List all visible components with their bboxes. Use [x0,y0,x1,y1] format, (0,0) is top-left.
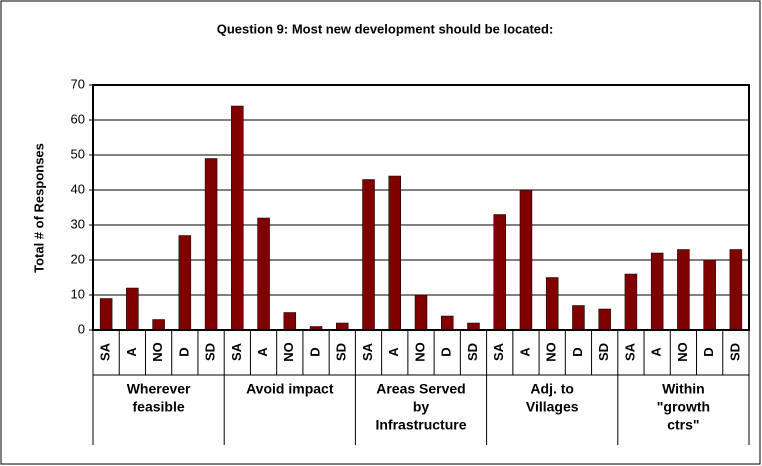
bar [493,214,506,331]
bar [519,189,533,331]
bar [572,305,585,331]
x-tick-label: SA [98,342,113,361]
x-tick-label: SD [334,343,349,361]
group-label: feasible [133,399,185,415]
x-tick-label: A [517,347,532,357]
group-label: Wherever [127,381,191,397]
x-tick-label: D [307,347,322,356]
x-tick-label: SD [727,343,742,361]
x-tick-label: SA [229,342,244,361]
y-tick-label: 20 [71,251,85,266]
group-label: "growth [657,399,710,415]
x-tick-label: SA [491,342,506,361]
group-label: Areas Served [376,381,466,397]
bar [545,277,559,331]
y-tick-label: 60 [71,111,85,126]
bar [99,298,113,331]
group-label: by [413,399,430,415]
group-label: Adj. to [530,381,574,397]
x-tick-label: SD [203,343,218,361]
y-tick-label: 30 [71,216,85,231]
bar [703,259,716,331]
bar [257,217,270,331]
plot-border [92,84,750,331]
group-label: Within [662,381,705,397]
bar [388,175,402,331]
y-tick-label: 10 [71,286,85,301]
y-tick-label: 0 [78,321,85,336]
bar [598,308,611,331]
chart-title: Question 9: Most new development should … [217,21,554,36]
x-tick-label: NO [150,342,165,362]
x-tick-label: D [570,347,585,356]
bar [204,158,218,331]
y-tick-label: 70 [71,76,85,91]
x-tick-label: SD [465,343,480,361]
x-tick-label: NO [412,342,427,362]
bar [440,315,454,331]
group-label: Avoid impact [246,381,334,397]
bar [178,235,192,331]
bar [467,322,480,331]
y-tick-label: 40 [71,181,85,196]
bar [152,319,165,331]
bar [729,249,743,331]
x-tick-label: A [255,347,270,357]
bar [231,105,244,331]
x-tick-label: D [439,347,454,356]
x-tick-label: NO [675,342,690,362]
bar [362,179,375,331]
bar [677,249,690,331]
bar [414,294,428,331]
group-label: Villages [526,399,579,415]
x-tick-label: A [386,347,401,357]
x-tick-label: D [176,347,191,356]
x-tick-label: D [701,347,716,356]
x-tick-label: A [124,347,139,357]
group-label: ctrs" [667,417,699,433]
x-tick-label: SA [360,342,375,361]
y-axis-label: Total # of Responses [31,143,46,273]
bar [283,312,297,331]
x-tick-label: NO [544,342,559,362]
y-tick-label: 50 [71,146,85,161]
group-label: Infrastructure [375,417,466,433]
x-tick-label: A [649,347,664,357]
bar [650,252,664,331]
x-tick-label: NO [281,342,296,362]
bar [336,322,349,331]
bar [624,273,638,331]
bar [126,287,139,331]
x-tick-label: SA [622,342,637,361]
x-tick-label: SD [596,343,611,361]
